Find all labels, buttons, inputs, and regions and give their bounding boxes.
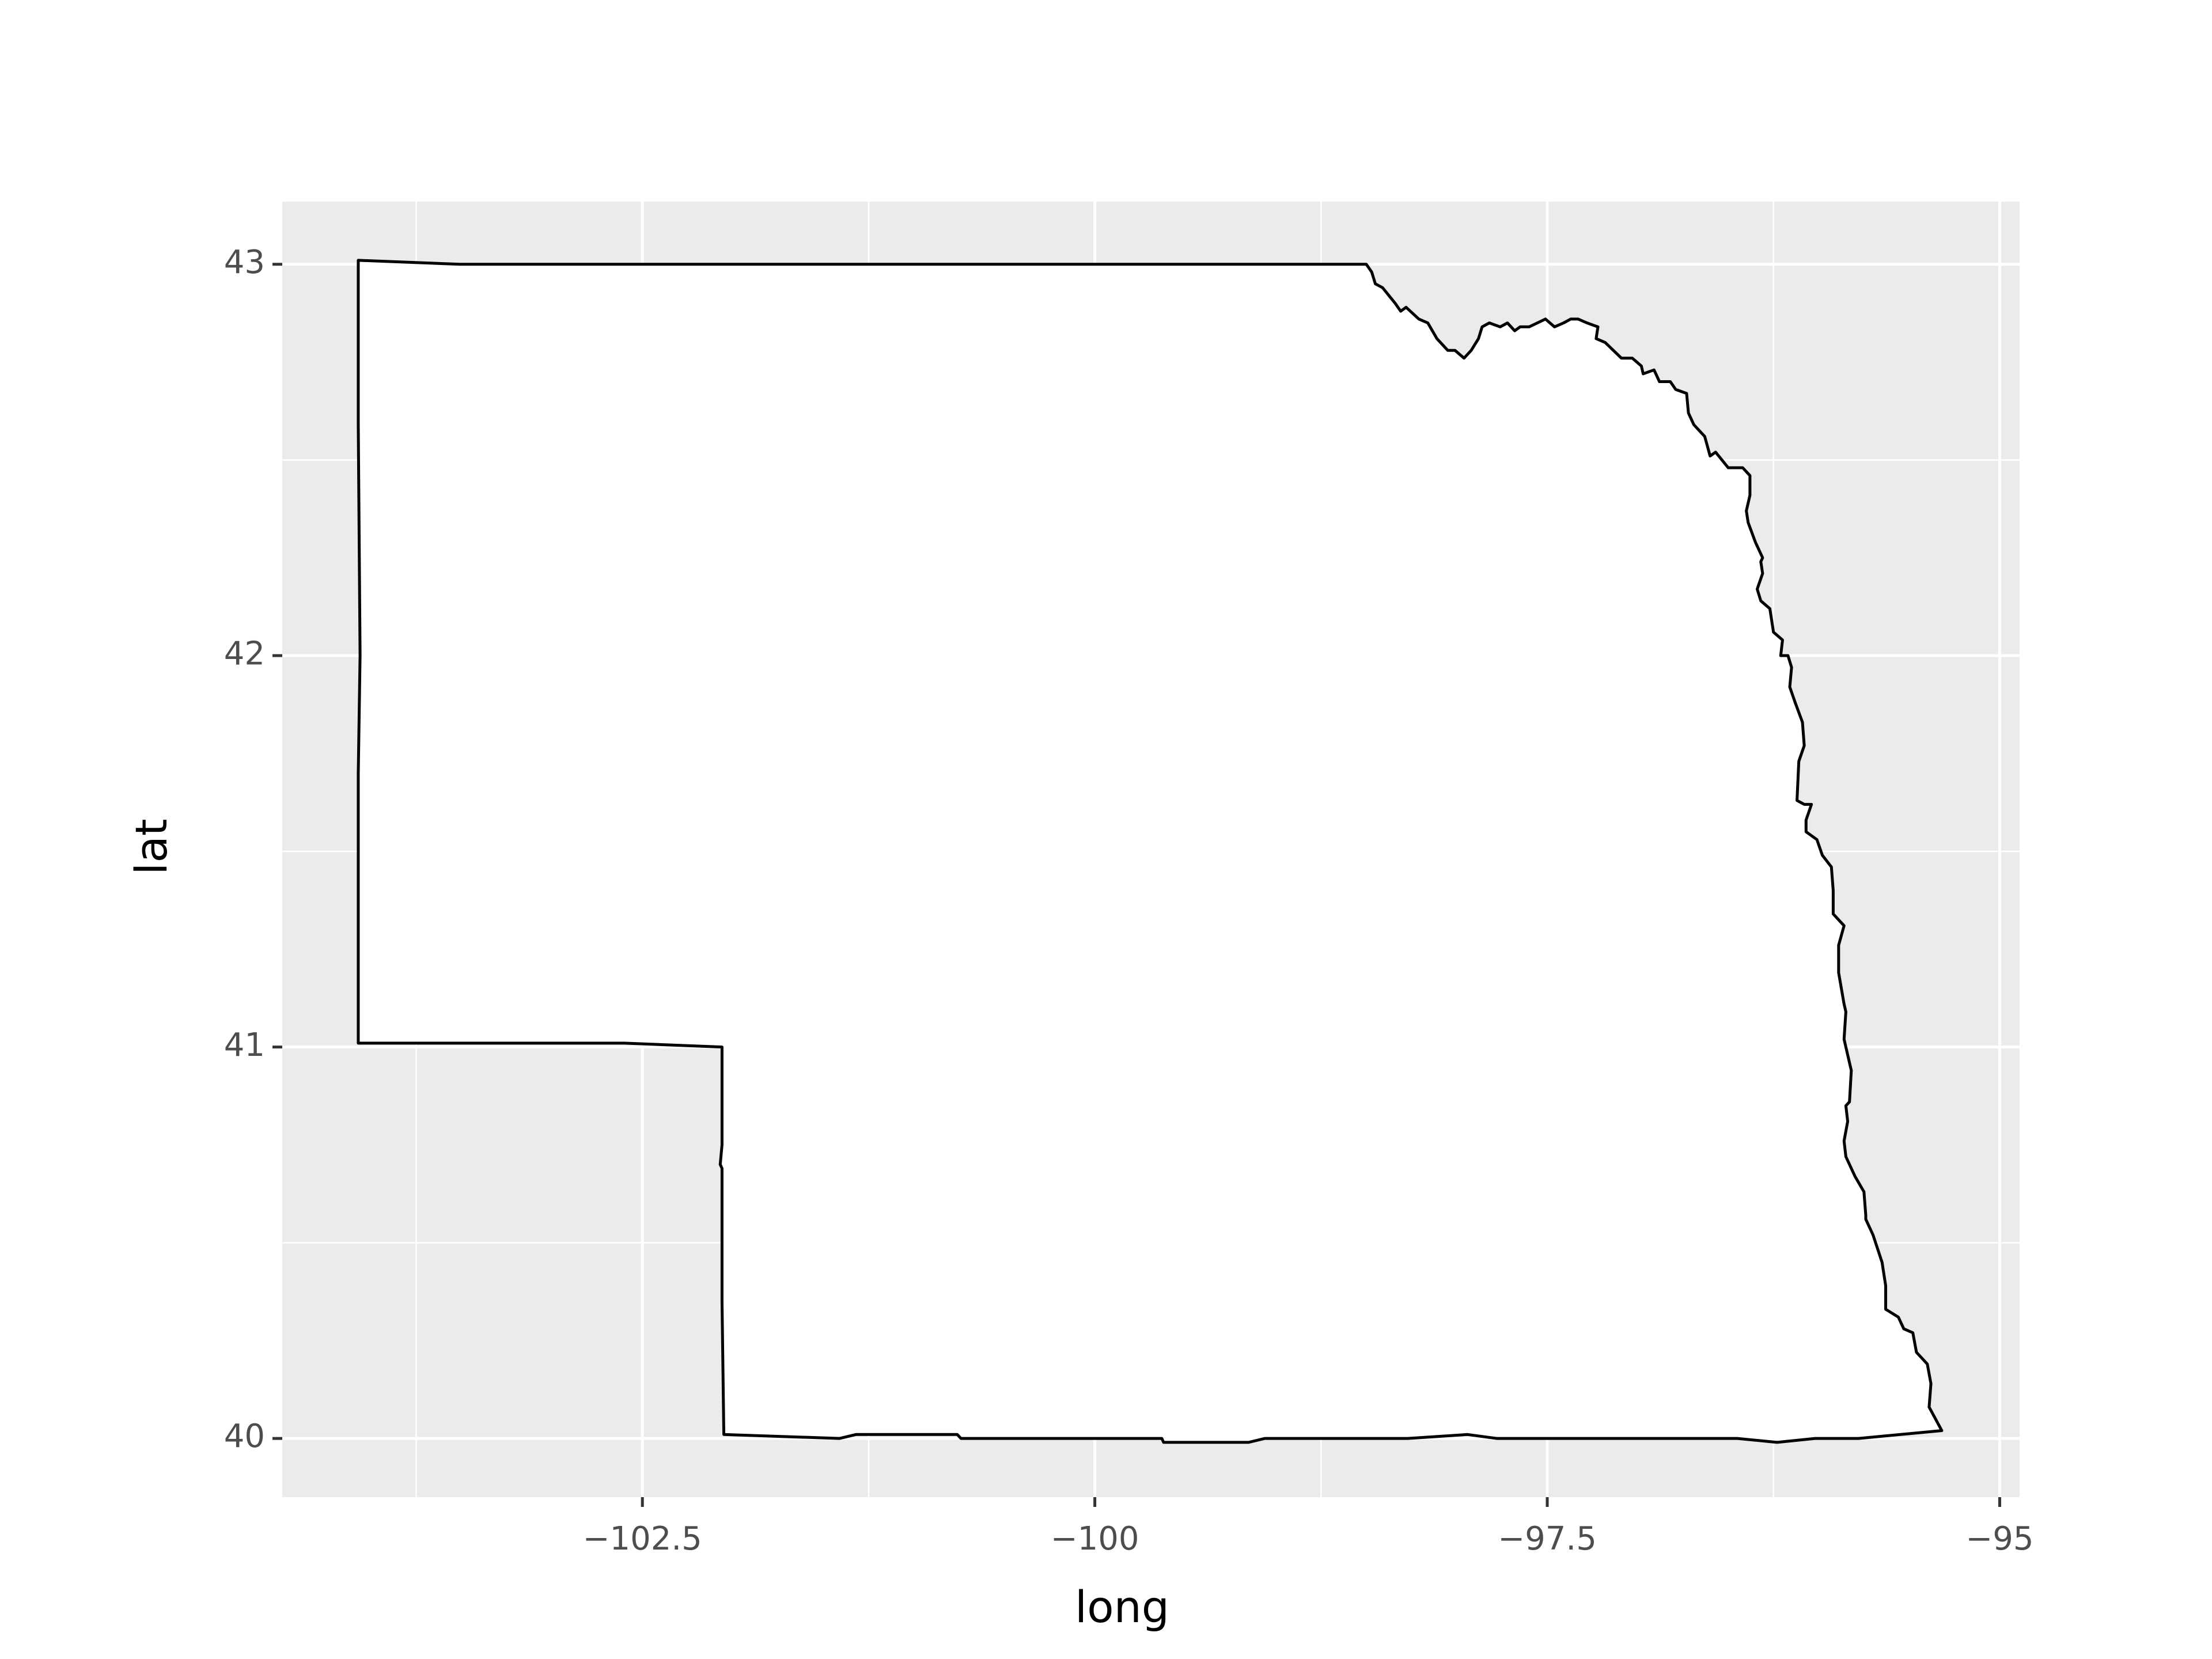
x-tick-label: −102.5: [583, 1520, 702, 1558]
x-tick-label: −100: [1051, 1520, 1139, 1558]
y-tick-label: 41: [224, 1027, 265, 1064]
x-axis-title: long: [1075, 1581, 1169, 1633]
y-tick-label: 42: [224, 635, 265, 672]
axes: −102.5 −100 −97.5 −95 40 41 42 43: [224, 244, 2034, 1558]
y-tick-label: 43: [224, 244, 265, 281]
y-tick-label: 40: [224, 1418, 265, 1455]
marks: [357, 259, 1944, 1444]
x-tick-label: −97.5: [1498, 1520, 1597, 1558]
x-tick-label: −95: [1965, 1520, 2033, 1558]
y-axis-title: lat: [126, 819, 177, 875]
outline: [357, 259, 1944, 1444]
